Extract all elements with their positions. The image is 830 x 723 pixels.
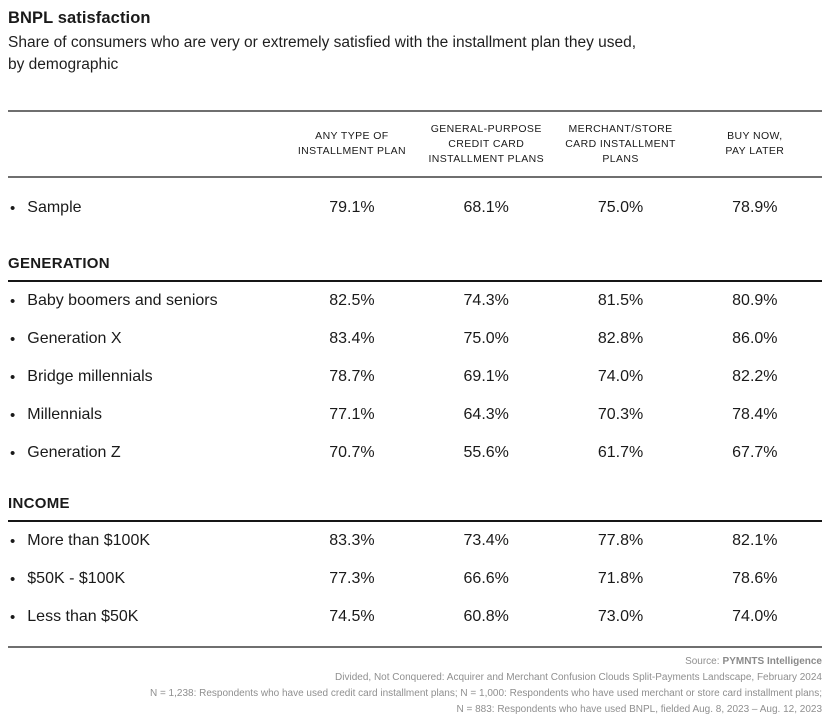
footnote-sample-sizes: N = 1,238: Respondents who have used cre…	[149, 688, 822, 699]
row-label-cell: • Bridge millennials	[8, 368, 285, 386]
section-header-income: INCOME	[8, 494, 822, 522]
cell-value: 86.0%	[732, 330, 778, 347]
cell-value: 74.0%	[597, 368, 644, 385]
table-row-bridge-millennials: • Bridge millennials 78.7% 69.1% 74.0% 8…	[8, 358, 822, 396]
table-row-sample: • Sample 79.1% 68.1% 75.0% 78.9%	[8, 178, 822, 238]
cell-value: 75.0%	[597, 199, 644, 216]
cell-value: 66.6%	[463, 570, 509, 587]
bullet-icon: •	[10, 532, 16, 550]
column-header-credit-card-plans: GENERAL-PURPOSE CREDIT CARD INSTALLMENT …	[428, 122, 544, 165]
cell-value: 74.5%	[329, 608, 375, 625]
cell-value: 71.8%	[597, 570, 644, 587]
source-footnote: Source: PYMNTS Intelligence Divided, Not …	[8, 654, 822, 718]
row-label-cell: • Generation Z	[8, 444, 285, 462]
source-label: Source:	[685, 656, 720, 667]
column-header-any-installment-plan: ANY TYPE OF INSTALLMENT PLAN	[297, 130, 406, 157]
section-header-generation: GENERATION	[8, 254, 822, 282]
bullet-icon: •	[10, 199, 16, 217]
bullet-icon: •	[10, 570, 16, 588]
table-row-baby-boomers: • Baby boomers and seniors 82.5% 74.3% 8…	[8, 282, 822, 320]
row-label: Generation Z	[27, 444, 121, 461]
table-header-row: ANY TYPE OF INSTALLMENT PLAN GENERAL-PUR…	[8, 110, 822, 178]
row-label-cell: • More than $100K	[8, 532, 285, 550]
source-name: PYMNTS Intelligence	[722, 656, 822, 667]
bullet-icon: •	[10, 368, 16, 386]
cell-value: 64.3%	[463, 406, 509, 423]
table-row-more-than-100k: • More than $100K 83.3% 73.4% 77.8% 82.1…	[8, 522, 822, 560]
table-row-less-than-50k: • Less than $50K 74.5% 60.8% 73.0% 74.0%	[8, 598, 822, 636]
row-label-cell: • Sample	[8, 199, 285, 217]
cell-value: 75.0%	[463, 330, 509, 347]
cell-value: 69.1%	[463, 368, 509, 385]
page-title: BNPL satisfaction	[8, 9, 151, 27]
row-label: Bridge millennials	[27, 368, 153, 385]
bnpl-satisfaction-table: ANY TYPE OF INSTALLMENT PLAN GENERAL-PUR…	[8, 110, 822, 648]
cell-value: 70.7%	[329, 444, 375, 461]
row-label: Millennials	[27, 406, 102, 423]
cell-value: 61.7%	[597, 444, 644, 461]
bullet-icon: •	[10, 608, 16, 626]
row-label: More than $100K	[27, 532, 151, 549]
footnote-report-title: Divided, Not Conquered: Acquirer and Mer…	[335, 672, 822, 683]
bullet-icon: •	[10, 444, 16, 462]
cell-value: 78.7%	[329, 368, 375, 385]
row-label-cell: • $50K - $100K	[8, 570, 285, 588]
row-label: Baby boomers and seniors	[27, 292, 218, 309]
table-row-generation-x: • Generation X 83.4% 75.0% 82.8% 86.0%	[8, 320, 822, 358]
cell-value: 78.6%	[732, 570, 778, 587]
row-label-cell: • Less than $50K	[8, 608, 285, 626]
cell-value: 55.6%	[463, 444, 509, 461]
cell-value: 79.1%	[329, 199, 375, 216]
column-header-bnpl: BUY NOW, PAY LATER	[725, 130, 785, 157]
cell-value: 74.0%	[732, 608, 778, 625]
table-row-50k-to-100k: • $50K - $100K 77.3% 66.6% 71.8% 78.6%	[8, 560, 822, 598]
cell-value: 77.8%	[597, 532, 644, 549]
footnote-fielding-dates: N = 883: Respondents who have used BNPL,…	[456, 704, 822, 715]
cell-value: 74.3%	[463, 292, 509, 309]
row-label-cell: • Millennials	[8, 406, 285, 424]
cell-value: 80.9%	[732, 292, 778, 309]
cell-value: 77.1%	[329, 406, 375, 423]
cell-value: 82.5%	[329, 292, 375, 309]
cell-value: 73.4%	[463, 532, 509, 549]
bullet-icon: •	[10, 292, 16, 310]
table-row-millennials: • Millennials 77.1% 64.3% 70.3% 78.4%	[8, 396, 822, 434]
row-label: $50K - $100K	[27, 570, 126, 587]
row-label: Sample	[27, 199, 82, 216]
cell-value: 81.5%	[597, 292, 644, 309]
bullet-icon: •	[10, 406, 16, 424]
cell-value: 77.3%	[329, 570, 375, 587]
bullet-icon: •	[10, 330, 16, 348]
cell-value: 82.8%	[597, 330, 644, 347]
cell-value: 73.0%	[597, 608, 644, 625]
row-label: Generation X	[27, 330, 122, 347]
cell-value: 83.4%	[329, 330, 375, 347]
cell-value: 83.3%	[329, 532, 375, 549]
cell-value: 78.9%	[732, 199, 778, 216]
cell-value: 78.4%	[732, 406, 778, 423]
footnote-source-line: Source: PYMNTS Intelligence	[8, 654, 822, 670]
table-row-generation-z: • Generation Z 70.7% 55.6% 61.7% 67.7%	[8, 434, 822, 472]
page-subtitle: Share of consumers who are very or extre…	[8, 34, 637, 73]
row-label-cell: • Baby boomers and seniors	[8, 292, 285, 310]
cell-value: 68.1%	[463, 199, 509, 216]
row-label: Less than $50K	[27, 608, 139, 625]
column-header-store-card-plans: MERCHANT/STORE CARD INSTALLMENT PLANS	[565, 122, 676, 165]
report-header: BNPL satisfaction Share of consumers who…	[8, 8, 822, 76]
cell-value: 67.7%	[732, 444, 778, 461]
cell-value: 70.3%	[597, 406, 644, 423]
cell-value: 82.2%	[732, 368, 778, 385]
cell-value: 82.1%	[732, 532, 778, 549]
row-label-cell: • Generation X	[8, 330, 285, 348]
cell-value: 60.8%	[463, 608, 509, 625]
